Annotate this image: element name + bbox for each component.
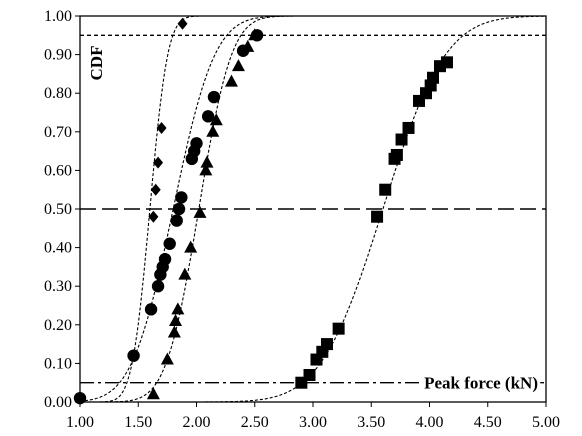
diamond-point: [177, 17, 188, 30]
triangle-point: [200, 155, 214, 168]
x-tick-label: 1.00: [66, 414, 94, 431]
triangle-point: [248, 28, 262, 41]
circle-point: [158, 252, 172, 266]
circle-point: [172, 202, 186, 216]
triangle-point: [193, 205, 207, 218]
circle-point: [175, 191, 188, 204]
circle-point: [201, 110, 215, 123]
circle-point: [190, 137, 203, 150]
triangle-point: [241, 39, 255, 52]
y-tick-label: 1.00: [44, 8, 72, 25]
y-tick-label: 0.80: [44, 85, 72, 102]
x-tick-label: 2.00: [183, 414, 211, 431]
reference-lines: [80, 34, 546, 384]
square-point: [320, 338, 333, 351]
triangle-point: [169, 313, 183, 326]
diamond-point: [148, 210, 159, 223]
circle-point: [170, 214, 183, 227]
x-tick-label: 3.00: [299, 414, 327, 431]
circle-point: [207, 90, 221, 104]
triangle-point: [146, 387, 160, 400]
circle-point: [151, 280, 165, 293]
triangle-point: [171, 302, 185, 315]
y-tick-label: 0.30: [44, 278, 72, 295]
y-tick-label: 0.20: [44, 317, 72, 334]
triangle-point: [160, 352, 174, 365]
triangle-point: [167, 325, 181, 338]
diamond-point: [153, 156, 164, 169]
y-tick-label: 0.90: [44, 47, 72, 64]
square-point: [395, 133, 408, 146]
circle-point: [127, 349, 140, 362]
circle-point: [144, 303, 158, 316]
square-point: [371, 210, 384, 223]
x-axis-ticks: 1.00 1.50 2.00 2.50 3.00 3.50 4.00 4.50 5.00: [66, 402, 560, 431]
circle-point: [163, 237, 176, 250]
triangle-point: [178, 267, 192, 280]
y-tick-label: 0.50: [44, 201, 72, 218]
square-point: [426, 71, 439, 84]
x-tick-label: 2.50: [241, 414, 269, 431]
data-markers: [73, 17, 453, 405]
x-tick-label: 3.50: [357, 414, 385, 431]
square-point: [303, 368, 316, 381]
y-tick-label: 0.60: [44, 162, 72, 179]
square-point: [390, 148, 403, 161]
y-tick-label: 0.70: [44, 124, 72, 141]
square-point: [402, 121, 415, 134]
y-tick-label: 0.00: [44, 394, 72, 411]
x-tick-label: 1.50: [124, 414, 152, 431]
x-tick-label: 4.50: [474, 414, 502, 431]
triangle-point: [231, 59, 245, 72]
y-tick-label: 0.10: [44, 355, 72, 372]
triangle-point: [199, 163, 213, 176]
square-point: [440, 56, 453, 69]
square-point: [379, 183, 392, 196]
triangle-point: [184, 240, 198, 253]
triangle-point: [224, 74, 238, 87]
square-point: [332, 322, 345, 335]
triangle-point: [206, 124, 220, 137]
x-tick-label: 5.00: [532, 414, 560, 431]
x-axis-label: Peak force (kN): [424, 374, 538, 393]
x-tick-label: 4.00: [416, 414, 444, 431]
triangle-point: [209, 113, 223, 126]
y-axis-ticks: 0.00 0.10 0.20 0.30 0.40 0.50 0.60 0.70 0.80 0.90…: [44, 8, 80, 411]
diamond-point: [150, 183, 161, 196]
diamond-point: [156, 121, 167, 134]
y-axis-label: CDF: [87, 46, 106, 81]
y-tick-label: 0.40: [44, 240, 72, 257]
plot-frame: [79, 15, 547, 403]
